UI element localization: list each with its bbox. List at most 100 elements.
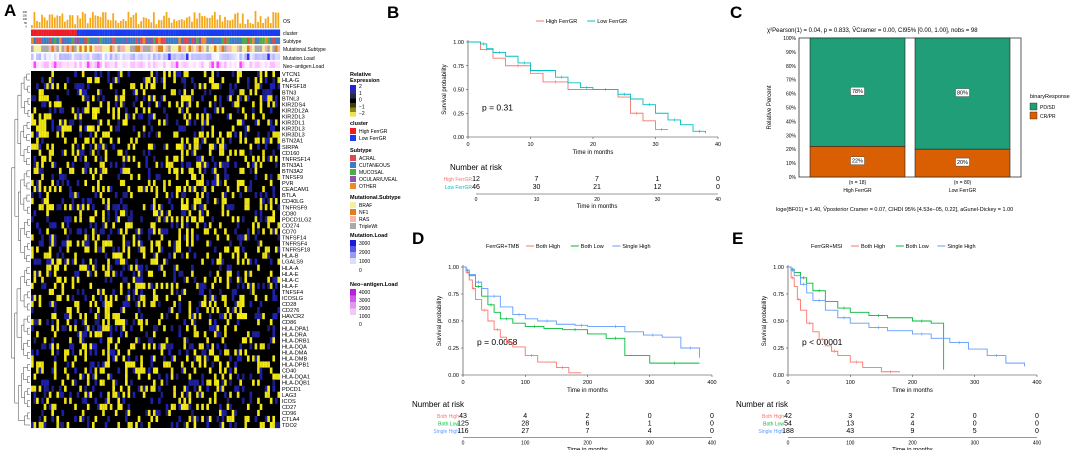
heatmap-cell <box>64 228 67 235</box>
heatmap-cell <box>89 300 93 308</box>
heatmap-cell <box>272 355 276 362</box>
heatmap-cell <box>38 319 42 326</box>
heatmap-cell <box>51 403 54 410</box>
heatmap-cell <box>155 101 159 108</box>
heatmap-cell <box>264 143 268 150</box>
heatmap-cell <box>221 373 225 380</box>
subtype-cell <box>221 37 225 44</box>
heatmap-cell <box>31 252 34 259</box>
heatmap-cell <box>69 125 72 132</box>
heatmap-cell <box>213 161 217 168</box>
subtype-cell <box>132 37 136 44</box>
heatmap-cell <box>229 95 232 102</box>
heatmap-cell <box>246 415 250 423</box>
heatmap-cell <box>99 161 103 168</box>
subtype-legend-label: OTHER <box>359 184 377 190</box>
legend-label: Both High <box>861 244 885 250</box>
heatmap-cell <box>196 403 199 410</box>
cluster-cell <box>262 29 265 36</box>
heatmap-cell <box>142 204 146 211</box>
heatmap-cell <box>224 331 227 338</box>
heatmap-cell <box>150 282 154 289</box>
heatmap-cell <box>140 270 143 277</box>
mutational-subtype-cell <box>56 45 60 52</box>
heatmap-cell <box>239 71 242 78</box>
heatmap-cell <box>165 210 169 217</box>
os-bar <box>203 16 206 28</box>
heatmap-cell <box>66 319 70 326</box>
neoantigen-load-cell <box>160 61 164 68</box>
heatmap-cell <box>46 258 49 265</box>
heatmap-cell <box>246 270 250 277</box>
heatmap-cell <box>61 198 65 205</box>
heatmap-cell <box>135 337 138 344</box>
heatmap-cell <box>267 252 270 259</box>
heatmap-cell <box>234 367 237 374</box>
heatmap-cell <box>185 349 189 356</box>
mutation-load-cell <box>140 53 143 60</box>
heatmap-cell <box>86 101 90 108</box>
survival-curve-both-low <box>788 266 945 370</box>
heatmap-cell <box>147 337 151 344</box>
heatmap-cell <box>185 228 189 235</box>
heatmap-cell <box>224 246 227 253</box>
heatmap-cell <box>109 300 113 308</box>
heatmap-cell <box>48 300 52 308</box>
heatmap-cell <box>84 331 87 338</box>
heatmap-cell <box>185 355 189 362</box>
heatmap-cell <box>201 288 204 295</box>
heatmap-cell <box>175 173 179 181</box>
heatmap-cell <box>178 415 182 423</box>
heatmap-cell <box>206 131 209 138</box>
heatmap-cell <box>262 89 265 96</box>
heatmap-cell <box>152 95 156 102</box>
heatmap-cell <box>97 125 100 132</box>
heatmap-cell <box>241 385 245 392</box>
heatmap-cell <box>46 216 49 223</box>
heatmap-cell <box>191 173 194 181</box>
neoantigen-load-cell <box>125 61 128 68</box>
heatmap-cell <box>262 252 265 259</box>
heatmap-cell <box>262 198 265 205</box>
heatmap-cell <box>71 379 75 386</box>
mutation-load-cell <box>46 53 49 60</box>
heatmap-cell <box>119 252 123 259</box>
risk-x-tick: 40 <box>715 197 721 203</box>
heatmap-cell <box>135 276 138 283</box>
os-bar <box>130 17 132 28</box>
mutation-load-cell <box>185 53 189 60</box>
heatmap-cell <box>216 355 220 362</box>
subtype-cell <box>178 37 182 44</box>
heatmap-cell <box>147 119 151 126</box>
os-bar <box>117 22 120 28</box>
risk-value: 0 <box>716 184 720 191</box>
heatmap-cell <box>170 216 174 223</box>
subtype-cell <box>99 37 103 44</box>
mutation-load-cell <box>254 53 258 60</box>
os-bar <box>158 19 160 28</box>
heatmap-cell <box>137 306 141 314</box>
os-bar <box>97 15 99 28</box>
mutational-subtype-cell <box>180 45 184 52</box>
neoantigen-load-cell <box>135 61 138 68</box>
heatmap-cell <box>239 313 242 320</box>
heatmap-cell <box>147 367 151 374</box>
heatmap-cell <box>130 343 133 350</box>
heatmap-cell <box>89 282 93 289</box>
heatmap-cell <box>107 337 110 344</box>
heatmap-cell <box>89 77 93 84</box>
mutation-load-swatch <box>350 258 356 265</box>
mutation-load-cell <box>191 53 194 60</box>
heatmap-cell <box>127 185 131 193</box>
subtype-cell <box>31 37 34 44</box>
heatmap-cell <box>257 240 260 247</box>
heatmap-cell <box>66 361 70 368</box>
cluster-cell <box>180 29 184 36</box>
panel-b: B High FerrGR Low FerrGR 1.000.750.500.25… <box>387 3 721 210</box>
heatmap-cell <box>226 349 230 356</box>
heatmap-cell <box>56 349 60 356</box>
mutational-subtype-cell <box>234 45 237 52</box>
heatmap-cell <box>140 355 143 362</box>
heatmap-cell <box>277 222 281 229</box>
